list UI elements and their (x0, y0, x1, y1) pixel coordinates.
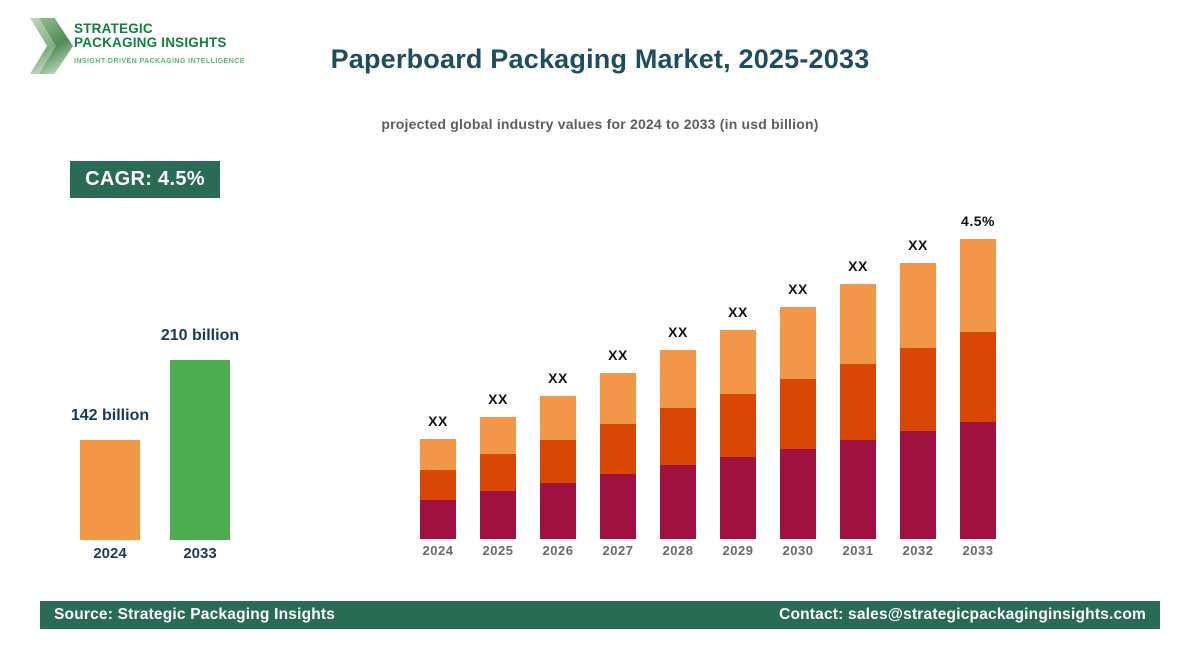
stacked-bar-segment-bottom-segment (720, 457, 756, 539)
stacked-bar-segment-middle-segment (480, 454, 516, 491)
stacked-bar-segment-middle-segment (420, 470, 456, 500)
stacked-bar-segment-middle-segment (960, 332, 996, 422)
bar-value-label-2024: XX (428, 413, 448, 429)
axis-label-2025: 2025 (482, 543, 514, 558)
footer-bar: Source: Strategic Packaging Insights Con… (40, 601, 1160, 629)
mini-bar-value-label: 142 billion (70, 407, 150, 424)
stacked-bar-segment-middle-segment (720, 394, 756, 457)
axis-label-2033: 2033 (962, 543, 994, 558)
stacked-bar-segment-top-segment (960, 239, 996, 332)
stacked-bar-segment-bottom-segment (540, 483, 576, 539)
stacked-bar-segment-top-segment (540, 396, 576, 440)
mini-bar-2024 (80, 440, 140, 540)
bar-value-label-2031: XX (848, 258, 868, 274)
axis-label-2027: 2027 (602, 543, 634, 558)
stacked-bar-segment-top-segment (900, 263, 936, 348)
stacked-bar-segment-bottom-segment (420, 500, 456, 539)
axis-label-2032: 2032 (902, 543, 934, 558)
logo-tagline: INSIGHT-DRIVEN PACKAGING INTELLIGENCE (74, 58, 245, 65)
logo-text: STRATEGIC PACKAGING INSIGHTS INSIGHT-DRI… (74, 21, 245, 66)
bar-value-label-2033: 4.5% (961, 213, 995, 229)
stacked-bar-segment-top-segment (720, 330, 756, 394)
stacked-bar-segment-middle-segment (540, 440, 576, 483)
stacked-bar-segment-top-segment (660, 350, 696, 408)
stacked-bar-segment-middle-segment (600, 424, 636, 474)
stacked-bar-segment-bottom-segment (600, 474, 636, 539)
stacked-bar-segment-bottom-segment (480, 491, 516, 539)
stacked-bar-segment-middle-segment (900, 348, 936, 431)
cagr-badge: CAGR: 4.5% (70, 161, 220, 198)
axis-label-2024: 2024 (422, 543, 454, 558)
axis-label-2029: 2029 (722, 543, 754, 558)
bar-value-label-2029: XX (728, 304, 748, 320)
stacked-bar-segment-bottom-segment (960, 422, 996, 539)
stacked-bar-segment-bottom-segment (780, 449, 816, 539)
logo-name-line1: STRATEGIC (74, 21, 153, 36)
stacked-bar-segment-bottom-segment (840, 440, 876, 539)
brand-logo: STRATEGIC PACKAGING INSIGHTS INSIGHT-DRI… (30, 10, 290, 80)
bar-value-label-2026: XX (548, 370, 568, 386)
stacked-bar-segment-top-segment (780, 307, 816, 379)
stacked-bar-segment-top-segment (600, 373, 636, 424)
mini-axis-label-2033: 2033 (183, 545, 217, 562)
stacked-bar-segment-top-segment (840, 284, 876, 364)
stacked-bar-segment-bottom-segment (660, 465, 696, 539)
page-title: Paperboard Packaging Market, 2025-2033 (330, 44, 870, 74)
bar-value-label-2025: XX (488, 391, 508, 407)
axis-label-2026: 2026 (542, 543, 574, 558)
axis-label-2031: 2031 (842, 543, 874, 558)
mini-bar-value-label: 210 billion (160, 327, 240, 344)
stacked-bar-segment-bottom-segment (900, 431, 936, 539)
stacked-bar-segment-top-segment (420, 439, 456, 470)
footer-contact: Contact: sales@strategicpackaginginsight… (779, 606, 1146, 623)
bar-value-label-2028: XX (668, 324, 688, 340)
bar-value-label-2032: XX (908, 237, 928, 253)
footer-source: Source: Strategic Packaging Insights (54, 606, 336, 623)
mini-axis-label-2024: 2024 (93, 545, 127, 562)
axis-label-2028: 2028 (662, 543, 694, 558)
axis-label-2030: 2030 (782, 543, 814, 558)
stacked-bar-segment-middle-segment (660, 408, 696, 465)
page-subtitle: projected global industry values for 202… (381, 116, 819, 132)
mini-bar-2033 (170, 360, 230, 540)
bar-value-label-2030: XX (788, 281, 808, 297)
stacked-bar-segment-middle-segment (780, 379, 816, 449)
bar-value-label-2027: XX (608, 347, 628, 363)
stacked-bar-segment-middle-segment (840, 364, 876, 440)
stacked-bar-segment-top-segment (480, 417, 516, 454)
logo-name-line2: PACKAGING INSIGHTS (74, 35, 227, 50)
